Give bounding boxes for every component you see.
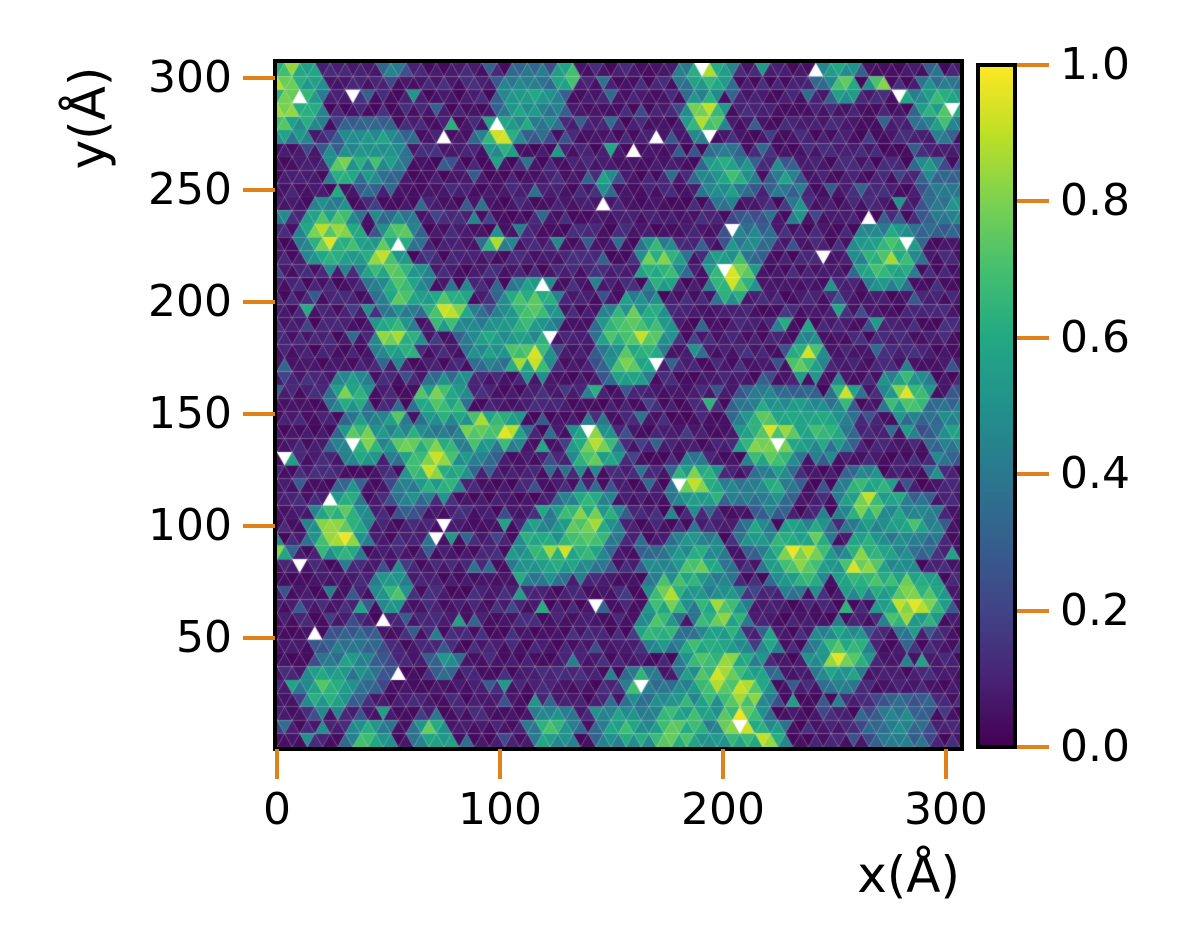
colorbar-tick-label: 0.6	[1060, 311, 1130, 363]
x-tick-label: 0	[263, 784, 291, 835]
x-tick-mark	[275, 749, 279, 779]
y-tick-label: 50	[176, 611, 232, 663]
y-tick-label: 300	[148, 52, 232, 103]
colorbar-tick-mark	[1017, 199, 1049, 204]
y-tick-mark	[243, 523, 275, 528]
x-tick-mark	[497, 749, 502, 779]
colorbar-tick-mark	[1017, 745, 1049, 749]
colorbar-tick-mark	[1017, 608, 1049, 613]
y-tick-label: 100	[148, 499, 232, 551]
colorbar-tick-mark	[1017, 335, 1049, 340]
colorbar-tick-label: 1.0	[1060, 39, 1130, 90]
x-tick-label: 200	[680, 784, 765, 835]
triangular-heatmap-canvas	[277, 63, 960, 747]
colorbar-tick-label: 0.2	[1060, 584, 1130, 636]
colorbar-tick-mark	[1017, 63, 1049, 67]
y-tick-label: 200	[148, 275, 232, 327]
x-tick-mark	[720, 749, 725, 779]
colorbar-tick-label: 0.0	[1060, 721, 1130, 772]
colorbar-tick-label: 0.4	[1060, 448, 1130, 500]
x-tick-label: 300	[903, 784, 988, 835]
y-tick-mark	[243, 76, 275, 80]
y-tick-mark	[243, 411, 275, 416]
y-tick-mark	[243, 299, 275, 304]
y-axis-label: y(Å)	[59, 66, 117, 170]
y-tick-label: 250	[148, 163, 232, 215]
x-tick-label: 100	[457, 784, 542, 835]
y-tick-mark	[243, 635, 275, 640]
colorbar-tick-label: 0.8	[1060, 175, 1130, 227]
y-tick-label: 150	[148, 387, 232, 439]
y-tick-mark	[243, 187, 275, 192]
x-tick-mark	[943, 749, 948, 779]
colorbar-tick-mark	[1017, 472, 1049, 477]
x-axis-label: x(Å)	[857, 846, 960, 904]
colorbar	[976, 63, 1017, 749]
